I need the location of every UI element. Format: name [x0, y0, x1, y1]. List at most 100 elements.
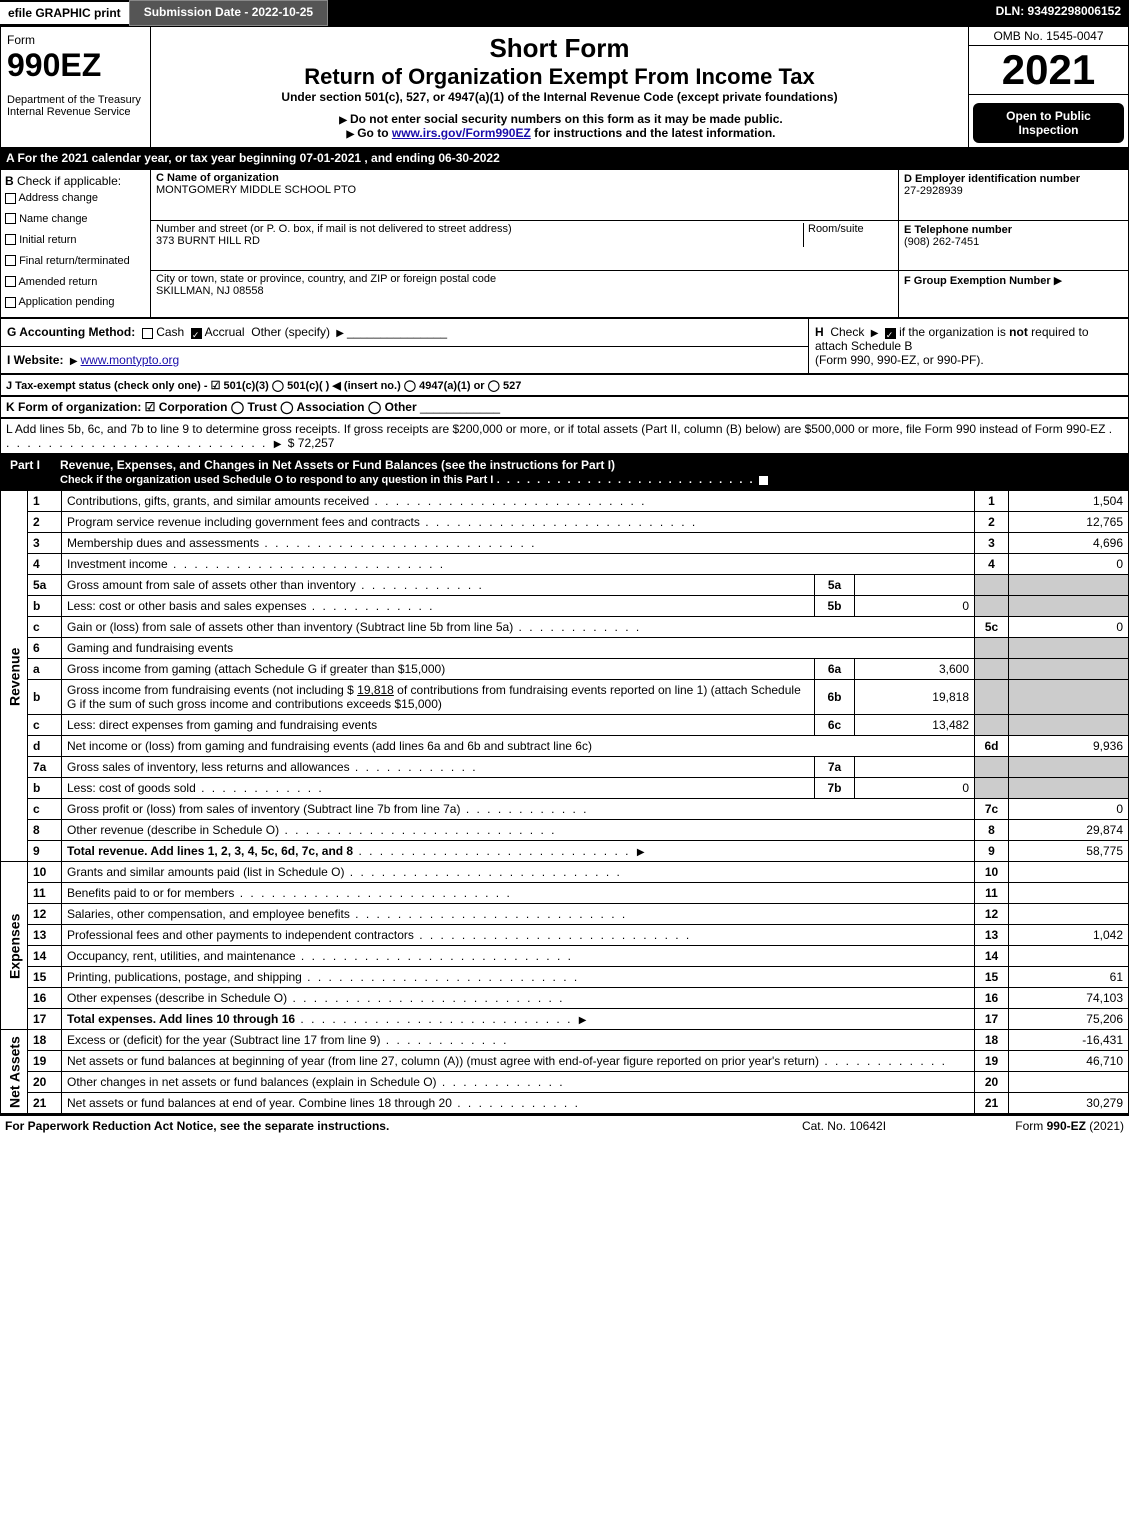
line-3-desc: Membership dues and assessments: [62, 533, 975, 554]
line-7c-num: c: [28, 799, 62, 820]
section-D: D Employer identification number 27-2928…: [899, 170, 1129, 221]
line-7a-graybox: [975, 757, 1009, 778]
line-20-num: 20: [28, 1072, 62, 1093]
pill-line2: Inspection: [1018, 123, 1078, 137]
section-I: I Website: www.montypto.org: [1, 346, 809, 374]
section-C-city: City or town, state or province, country…: [151, 271, 899, 318]
line-9-desc: Total revenue. Add lines 1, 2, 3, 4, 5c,…: [62, 841, 975, 862]
line-6-num: 6: [28, 638, 62, 659]
h-text4: (Form 990, 990-EZ, or 990-PF).: [815, 353, 984, 367]
opt-amended-return: Amended return: [18, 276, 97, 288]
address-change-checkbox[interactable]: [5, 193, 16, 204]
line-6-graybox: [975, 638, 1009, 659]
line-9-num: 9: [28, 841, 62, 862]
dept-line2: Internal Revenue Service: [7, 106, 144, 118]
revenue-side-label: Revenue: [1, 491, 28, 862]
section-B: B Check if applicable: Address change Na…: [1, 170, 151, 318]
line-11-value: [1009, 883, 1129, 904]
line-5c-num: c: [28, 617, 62, 638]
line-6b-desc: Gross income from fundraising events (no…: [62, 680, 815, 715]
line-7a-mini: 7a: [815, 757, 855, 778]
line-6c-mini: 6c: [815, 715, 855, 736]
line-19-box: 19: [975, 1051, 1009, 1072]
line-15-value: 61: [1009, 967, 1129, 988]
expenses-side-label: Expenses: [1, 862, 28, 1030]
dept-line1: Department of the Treasury: [7, 94, 144, 106]
amended-return-checkbox[interactable]: [5, 276, 16, 287]
line-7c-desc: Gross profit or (loss) from sales of inv…: [62, 799, 975, 820]
line-5a-minival: [855, 575, 975, 596]
line-6b-minival: 19,818: [855, 680, 975, 715]
irs-link[interactable]: www.irs.gov/Form990EZ: [392, 126, 531, 140]
line-6a-minival: 3,600: [855, 659, 975, 680]
part1-schedule-o-checkbox[interactable]: [758, 475, 769, 486]
opt-application-pending: Application pending: [18, 296, 114, 308]
line-20-value: [1009, 1072, 1129, 1093]
h-check-word: Check: [830, 325, 864, 339]
h-text2: if the organization is: [899, 325, 1009, 339]
line-13-desc: Professional fees and other payments to …: [62, 925, 975, 946]
line-15-box: 15: [975, 967, 1009, 988]
goto-post: for instructions and the latest informat…: [531, 126, 776, 140]
cash-checkbox[interactable]: [142, 328, 153, 339]
inspection-cell: Open to Public Inspection: [969, 95, 1129, 148]
goto-pre: Go to: [357, 126, 392, 140]
line-5c-desc: Gain or (loss) from sale of assets other…: [62, 617, 975, 638]
line-8-num: 8: [28, 820, 62, 841]
line-19-value: 46,710: [1009, 1051, 1129, 1072]
efile-label: efile GRAPHIC print: [0, 0, 129, 26]
accrual-checkbox[interactable]: [191, 328, 202, 339]
final-return-checkbox[interactable]: [5, 255, 16, 266]
line-15-desc: Printing, publications, postage, and shi…: [62, 967, 975, 988]
application-pending-checkbox[interactable]: [5, 297, 16, 308]
initial-return-checkbox[interactable]: [5, 234, 16, 245]
pill-line1: Open to Public: [1006, 109, 1091, 123]
f-label: F Group Exemption Number: [904, 275, 1051, 287]
name-change-checkbox[interactable]: [5, 213, 16, 224]
website-link[interactable]: www.montypto.org: [81, 353, 180, 367]
part1-header: Part I Revenue, Expenses, and Changes in…: [0, 454, 1129, 490]
c-name-label: C Name of organization: [156, 172, 279, 184]
line-4-value: 0: [1009, 554, 1129, 575]
g-label: G Accounting Method:: [7, 325, 135, 339]
submission-date-button[interactable]: Submission Date - 2022-10-25: [129, 0, 328, 26]
line-15-num: 15: [28, 967, 62, 988]
line-19-num: 19: [28, 1051, 62, 1072]
line-6c-desc: Less: direct expenses from gaming and fu…: [62, 715, 815, 736]
opt-final-return: Final return/terminated: [19, 255, 130, 267]
part1-title: Revenue, Expenses, and Changes in Net As…: [50, 454, 1129, 490]
room-label: Room/suite: [808, 223, 864, 235]
line-4-box: 4: [975, 554, 1009, 575]
line-13-value: 1,042: [1009, 925, 1129, 946]
section-F: F Group Exemption Number ▶: [899, 271, 1129, 318]
h-checkbox[interactable]: [885, 328, 896, 339]
line-1-value: 1,504: [1009, 491, 1129, 512]
f-arrow-icon: ▶: [1054, 275, 1062, 287]
line-2-box: 2: [975, 512, 1009, 533]
line-5c-box: 5c: [975, 617, 1009, 638]
line-13-box: 13: [975, 925, 1009, 946]
line-7a-grayval: [1009, 757, 1129, 778]
city-label: City or town, state or province, country…: [156, 273, 496, 285]
line-16-num: 16: [28, 988, 62, 1009]
line-17-num: 17: [28, 1009, 62, 1030]
line-4-desc: Investment income: [62, 554, 975, 575]
section-L: L Add lines 5b, 6c, and 7b to line 9 to …: [0, 418, 1129, 454]
line-8-desc: Other revenue (describe in Schedule O): [62, 820, 975, 841]
line-17-box: 17: [975, 1009, 1009, 1030]
line-20-box: 20: [975, 1072, 1009, 1093]
line-14-box: 14: [975, 946, 1009, 967]
line-1-box: 1: [975, 491, 1009, 512]
form-header: Form 990EZ Department of the Treasury In…: [0, 26, 1129, 148]
line-2-desc: Program service revenue including govern…: [62, 512, 975, 533]
line-7b-num: b: [28, 778, 62, 799]
header-left: Form 990EZ Department of the Treasury In…: [1, 27, 151, 148]
line-6a-num: a: [28, 659, 62, 680]
section-A-text: A For the 2021 calendar year, or tax yea…: [6, 151, 500, 165]
line-21-desc: Net assets or fund balances at end of ye…: [62, 1093, 975, 1114]
line-21-value: 30,279: [1009, 1093, 1129, 1114]
tax-year: 2021: [969, 46, 1128, 94]
line-6b-num: b: [28, 680, 62, 715]
line-6d-box: 6d: [975, 736, 1009, 757]
e-label: E Telephone number: [904, 224, 1012, 236]
